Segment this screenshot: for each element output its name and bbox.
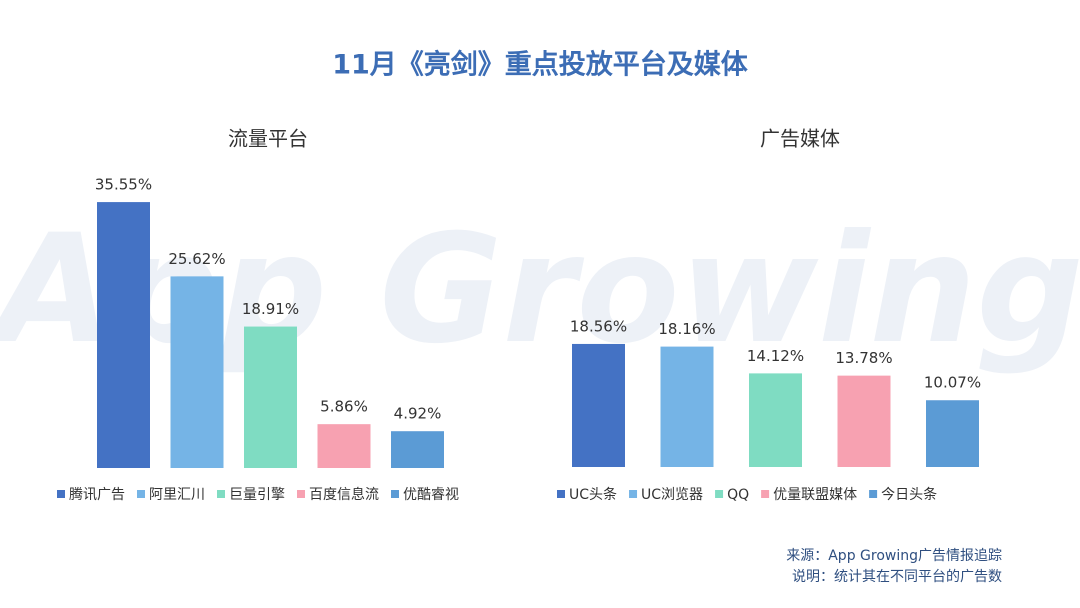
bar [749, 373, 802, 467]
bar [660, 346, 714, 467]
legend-swatch [715, 490, 724, 498]
bar [244, 326, 297, 468]
legend-label: 阿里汇川 [149, 487, 205, 503]
bar [97, 202, 150, 468]
chart-title: 流量平台 [228, 127, 308, 151]
value-label: 13.78% [835, 349, 892, 367]
value-label: 35.55% [95, 176, 152, 194]
footer-note: 说明：统计其在不同平台的广告数 [792, 569, 1002, 585]
value-label: 18.16% [658, 320, 715, 338]
legend-swatch [297, 490, 305, 498]
value-label: 18.91% [242, 300, 299, 318]
legend-label: 优量联盟媒体 [773, 487, 857, 503]
bar [170, 276, 224, 468]
legend-label: 今日头条 [881, 486, 937, 503]
bar [926, 400, 979, 467]
value-label: 18.56% [570, 317, 627, 335]
legend-label: QQ [727, 487, 749, 503]
value-label: 4.92% [394, 405, 442, 423]
bar [391, 431, 444, 468]
legend-swatch [391, 490, 399, 498]
bar [837, 375, 891, 467]
legend-swatch [761, 490, 770, 498]
value-label: 5.86% [320, 398, 368, 416]
value-label: 10.07% [924, 374, 981, 392]
legend-swatch [869, 490, 878, 498]
legend-swatch [137, 490, 145, 498]
legend-label: 腾讯广告 [69, 486, 125, 503]
value-label: 14.12% [747, 347, 804, 365]
legend-label: 百度信息流 [309, 486, 379, 503]
legend-swatch [629, 490, 638, 498]
legend-label: UC浏览器 [641, 487, 703, 503]
chart-title: 广告媒体 [760, 127, 840, 151]
value-label: 25.62% [168, 250, 225, 268]
bar [317, 424, 371, 468]
legend-label: 优酷睿视 [403, 487, 459, 503]
legend-swatch [57, 490, 65, 498]
page-title: 11月《亮剑》重点投放平台及媒体 [332, 49, 749, 81]
legend-label: UC头条 [569, 486, 617, 503]
watermark: App Growing [0, 203, 1080, 377]
bar [572, 343, 625, 467]
legend-swatch [217, 490, 225, 498]
footer-source: 来源：App Growing广告情报追踪 [786, 548, 1002, 564]
legend-label: 巨量引擎 [229, 487, 285, 503]
legend-swatch [557, 490, 565, 498]
